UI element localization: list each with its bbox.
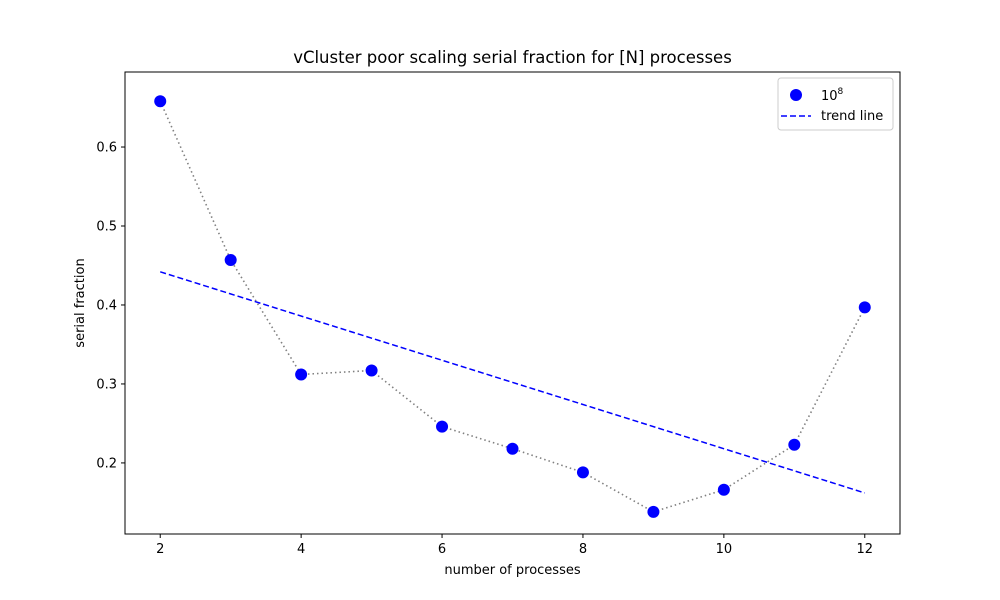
data-point bbox=[858, 301, 871, 314]
data-point bbox=[224, 253, 237, 266]
data-point bbox=[365, 364, 378, 377]
y-tick-label: 0.5 bbox=[96, 220, 117, 235]
y-tick-label: 0.3 bbox=[96, 377, 117, 392]
x-tick-label: 4 bbox=[297, 542, 305, 557]
data-point bbox=[436, 420, 449, 433]
plot-frame bbox=[124, 71, 901, 535]
chart-title: vCluster poor scaling serial fraction fo… bbox=[293, 48, 732, 67]
data-point bbox=[295, 368, 308, 381]
data-point bbox=[154, 95, 167, 108]
plot-area bbox=[124, 71, 901, 535]
legend-label-series-1-exponent: 8 bbox=[838, 87, 844, 97]
data-point bbox=[717, 483, 730, 496]
legend-marker-series-1 bbox=[790, 89, 802, 101]
x-axis-label: number of processes bbox=[444, 563, 580, 578]
data-point bbox=[576, 466, 589, 479]
y-axis-label: serial fraction bbox=[73, 258, 88, 347]
legend: 108 trend line bbox=[777, 77, 894, 131]
y-tick-label: 0.6 bbox=[96, 141, 117, 156]
data-point bbox=[506, 442, 519, 455]
x-tick-label: 2 bbox=[156, 542, 164, 557]
trend-line bbox=[160, 271, 865, 494]
x-tick-label: 8 bbox=[579, 542, 587, 557]
x-axis: 2 4 6 8 10 12 bbox=[156, 534, 873, 557]
x-tick-label: 6 bbox=[438, 542, 446, 557]
legend-label-series-1-base: 10 bbox=[821, 89, 838, 104]
legend-label-trend-line: trend line bbox=[821, 109, 883, 124]
data-point bbox=[647, 505, 660, 518]
data-point bbox=[788, 438, 801, 451]
y-axis: 0.2 0.3 0.4 0.5 0.6 bbox=[96, 141, 125, 471]
x-tick-label: 12 bbox=[856, 542, 873, 557]
x-tick-label: 10 bbox=[716, 542, 733, 557]
y-tick-label: 0.2 bbox=[96, 456, 117, 471]
legend-frame bbox=[777, 77, 894, 131]
y-tick-label: 0.4 bbox=[96, 298, 117, 313]
legend-label-series-1: 108 bbox=[821, 87, 844, 104]
